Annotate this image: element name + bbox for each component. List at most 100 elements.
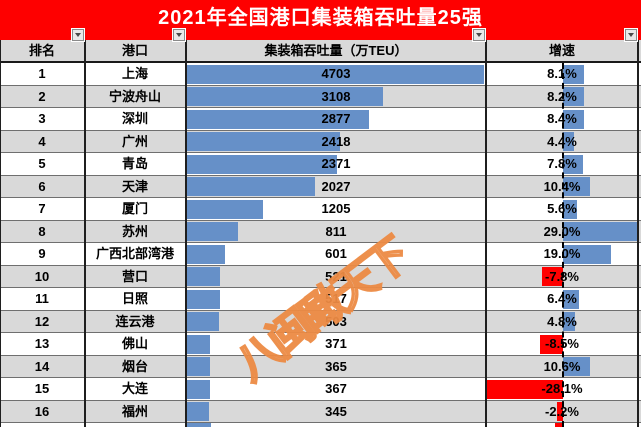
growth-zero-axis-line (562, 63, 564, 427)
rank-cell: 14 (34, 358, 50, 374)
growth-bar (563, 199, 577, 219)
throughput-value: 521 (325, 268, 347, 284)
throughput-bar (187, 109, 369, 129)
table-row: 13 佛山 371 -8.5% (0, 333, 641, 356)
header-port: 港口 (121, 43, 148, 58)
throughput-value: 601 (325, 246, 347, 261)
throughput-bar (187, 402, 209, 421)
throughput-value: 3108 (321, 88, 351, 104)
throughput-bar (187, 64, 484, 84)
throughput-bar (187, 154, 337, 174)
rank-cell: 8 (38, 223, 46, 239)
rank-cell: 5 (38, 156, 46, 171)
growth-bar (563, 64, 584, 84)
growth-bar (563, 87, 584, 106)
port-cell: 厦门 (121, 201, 148, 216)
growth-bar (542, 267, 563, 286)
table-row: 7 厦门 1205 5.6% (0, 198, 641, 221)
growth-bar (557, 402, 563, 421)
throughput-value: 2027 (321, 178, 351, 194)
throughput-bar (187, 423, 211, 427)
port-cell: 广西北部湾港 (95, 246, 174, 261)
title-bar: 2021年全国港口集装箱吞吐量25强 (0, 0, 641, 40)
throughput-bar (187, 334, 210, 354)
port-cell: 日照 (121, 291, 148, 306)
table-header-row: 排名 港口 集装箱吞吐量（万TEU） 增速 (0, 40, 641, 63)
table-row: 11 日照 517 6.4% (0, 288, 641, 311)
autofilter-throughput-button[interactable] (472, 28, 486, 42)
growth-bar (487, 379, 563, 399)
table-left-border (0, 40, 1, 427)
table-body: 1 上海 4703 8.1% 2 宁波舟山 3108 8.2% 3 深圳 287… (0, 63, 641, 427)
growth-bar (555, 423, 563, 427)
table-row: 3 深圳 2877 8.4% (0, 108, 641, 131)
port-cell: 深圳 (121, 111, 148, 126)
throughput-bar (187, 222, 238, 241)
page-title: 2021年全国港口集装箱吞吐量25强 (158, 7, 483, 29)
table-row: 6 天津 2027 10.4% (0, 175, 641, 198)
rank-cell: 9 (38, 246, 46, 261)
growth-bar (563, 357, 590, 376)
growth-value: 8.1% (547, 66, 577, 81)
table-row: 2 宁波舟山 3108 8.2% (0, 85, 641, 108)
throughput-value: 4703 (321, 66, 351, 81)
table-row: 14 烟台 365 10.6% (0, 355, 641, 378)
rank-cell: 4 (38, 133, 46, 149)
autofilter-port-button[interactable] (172, 28, 186, 42)
rank-cell: 3 (38, 111, 46, 126)
port-cell: 佛山 (121, 336, 148, 351)
port-cell: 福州 (121, 403, 148, 419)
port-cell: 连云港 (115, 313, 155, 329)
table-row-partial (0, 423, 641, 427)
rank-cell: 1 (38, 66, 46, 81)
port-cell: 苏州 (121, 223, 148, 239)
growth-bar (563, 312, 575, 331)
throughput-value: 371 (325, 336, 347, 351)
throughput-bar (187, 199, 263, 219)
dropdown-arrow-icon (75, 33, 81, 37)
table-row: 4 广州 2418 4.4% (0, 130, 641, 153)
port-cell: 天津 (121, 178, 148, 194)
growth-value: 5.6% (547, 201, 577, 216)
dropdown-arrow-icon (176, 33, 182, 37)
rank-cell: 2 (38, 88, 46, 104)
throughput-value: 2418 (321, 133, 351, 149)
throughput-value: 503 (325, 313, 347, 329)
table-row: 8 苏州 811 29.0% (0, 220, 641, 243)
throughput-value: 367 (325, 381, 347, 396)
throughput-bar (187, 312, 219, 331)
growth-value: 7.8% (547, 156, 577, 171)
header-throughput: 集装箱吞吐量（万TEU） (264, 43, 408, 58)
column-divider-throughput-growth (485, 40, 487, 427)
port-cell: 大连 (121, 381, 148, 396)
rank-cell: 12 (34, 313, 50, 329)
header-rank: 排名 (28, 43, 55, 58)
growth-value: 4.4% (547, 133, 577, 149)
growth-bar (563, 109, 584, 129)
throughput-bar (187, 244, 225, 264)
table-row: 5 青岛 2371 7.8% (0, 153, 641, 176)
table-right-border (637, 40, 639, 427)
throughput-value: 365 (325, 358, 347, 374)
rank-cell: 15 (34, 381, 50, 396)
autofilter-rank-button[interactable] (71, 28, 85, 42)
port-cell: 烟台 (121, 358, 148, 374)
table-row: 1 上海 4703 8.1% (0, 63, 641, 86)
throughput-value: 1205 (321, 201, 351, 216)
throughput-value: 517 (325, 291, 347, 306)
throughput-bar (187, 267, 220, 286)
growth-bar (563, 244, 611, 264)
throughput-bar (187, 132, 340, 151)
autofilter-growth-button[interactable] (624, 28, 638, 42)
throughput-bar (187, 379, 210, 399)
throughput-value: 2371 (321, 156, 351, 171)
port-cell: 营口 (121, 268, 148, 284)
rank-cell: 10 (34, 268, 50, 284)
port-cell: 宁波舟山 (108, 88, 161, 104)
throughput-value: 2877 (321, 111, 351, 126)
port-cell: 广州 (121, 133, 148, 149)
port-cell: 上海 (121, 66, 148, 81)
dropdown-arrow-icon (476, 33, 482, 37)
table-row: 10 营口 521 -7.8% (0, 265, 641, 288)
